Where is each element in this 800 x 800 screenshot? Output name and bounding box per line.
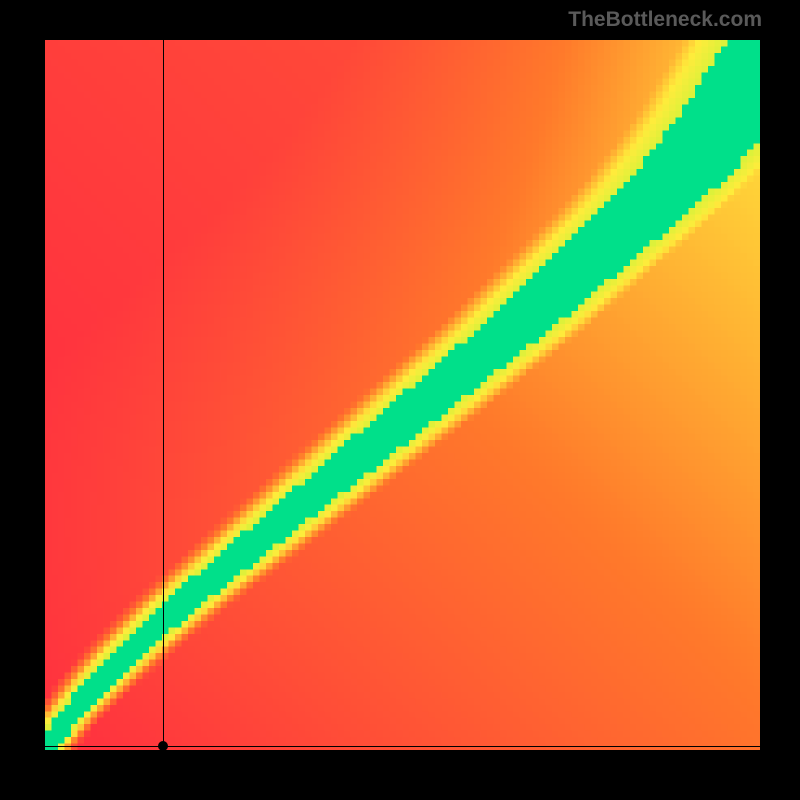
crosshair-horizontal [45,746,760,747]
heatmap-plot [45,40,760,750]
heatmap-canvas [45,40,760,750]
attribution-text: TheBottleneck.com [568,8,762,32]
crosshair-vertical [163,40,164,750]
data-point-marker [158,741,168,751]
